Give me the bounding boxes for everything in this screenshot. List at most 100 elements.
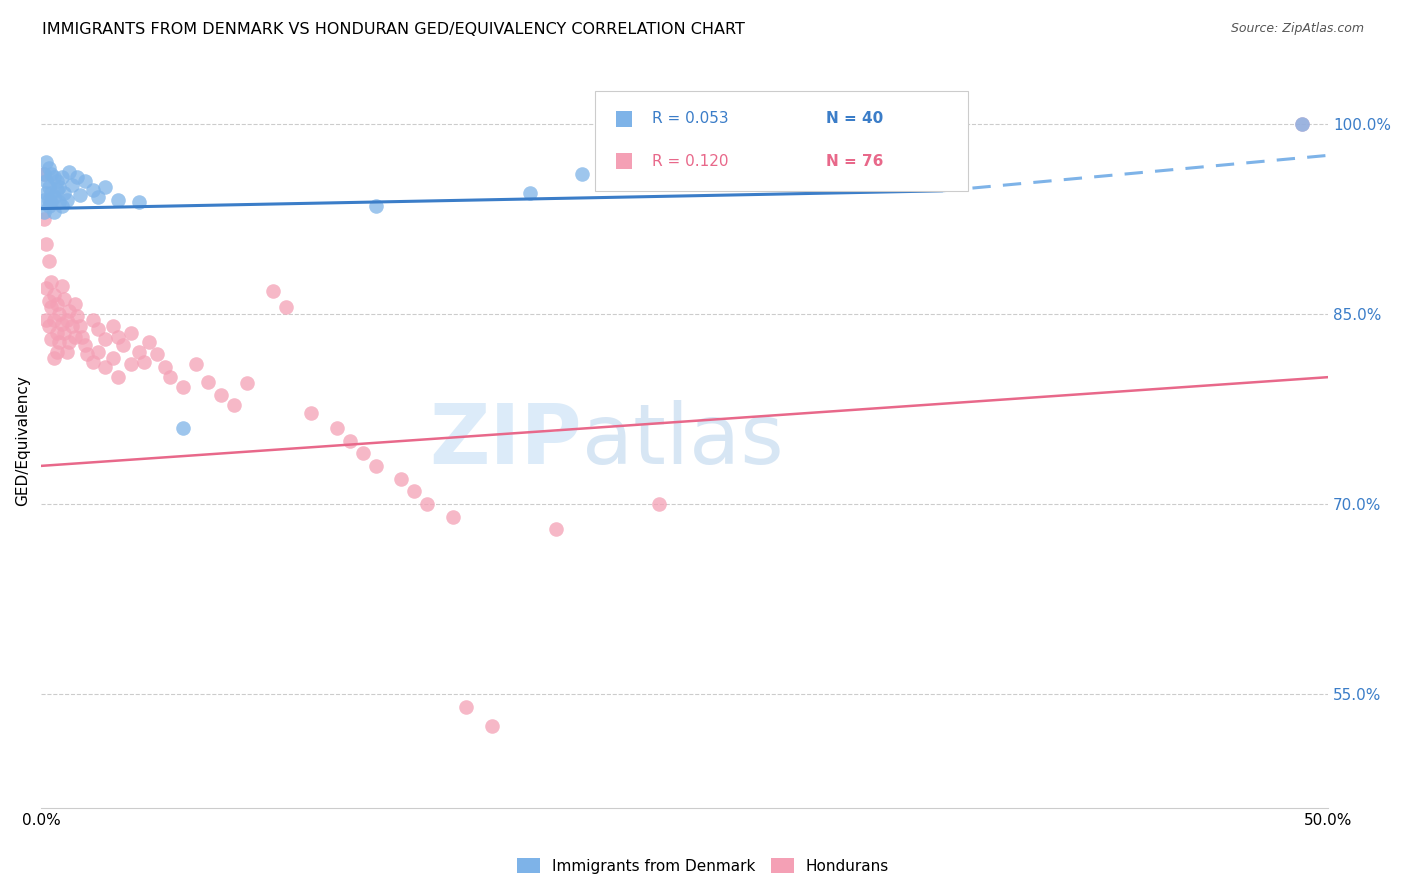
Point (63, 296, 86, 310)
Point (73, 338, 96, 352)
Point (120, 358, 142, 372)
Point (209, 388, 232, 402)
Point (35, 237, 58, 252)
Point (41, 301, 63, 315)
Point (56, 313, 79, 327)
Point (519, 186, 541, 201)
Point (35, 313, 58, 327)
Point (481, 719, 503, 733)
Point (41, 275, 63, 289)
Point (87, 322, 110, 336)
Point (544, 522, 567, 536)
Point (441, 509, 464, 524)
Point (32, 167, 55, 181)
Point (42, 351, 65, 366)
Point (41, 195, 63, 210)
Text: R = 0.120: R = 0.120 (652, 153, 728, 169)
Point (51, 279, 73, 293)
Point (236, 376, 259, 391)
Point (51, 317, 73, 331)
Point (73, 174, 96, 188)
Point (146, 347, 169, 361)
Point (128, 344, 150, 359)
Point (391, 471, 413, 485)
Point (42, 205, 65, 219)
Text: Source: ZipAtlas.com: Source: ZipAtlas.com (1230, 22, 1364, 36)
Point (76, 347, 98, 361)
Point (197, 376, 219, 390)
Point (571, 167, 593, 181)
Point (56, 344, 79, 359)
Point (352, 446, 374, 460)
Point (153, 359, 176, 374)
Point (94, 180, 117, 194)
Point (454, 699, 477, 714)
Point (82, 355, 104, 369)
Point (87, 190, 110, 204)
Point (41, 167, 63, 181)
Point (38, 199, 60, 213)
Point (184, 358, 207, 372)
Point (103, 319, 125, 334)
Point (32, 193, 55, 207)
Point (53, 292, 76, 306)
Point (60, 178, 83, 192)
Point (128, 195, 150, 210)
Point (32, 211, 55, 226)
Point (53, 326, 76, 340)
Point (38, 180, 60, 194)
Point (45, 344, 67, 359)
Point (38, 319, 60, 334)
Point (69, 187, 91, 202)
Point (107, 329, 129, 343)
Point (51, 169, 73, 184)
Point (224, 398, 246, 412)
Point (103, 351, 125, 366)
Point (48, 334, 70, 349)
Text: atlas: atlas (582, 400, 783, 481)
Point (63, 329, 86, 343)
Point (35, 154, 58, 169)
Point (41, 186, 63, 201)
Point (58, 304, 80, 318)
Point (66, 169, 89, 184)
Point (94, 359, 117, 374)
Point (69, 319, 91, 334)
Point (56, 193, 79, 207)
Point (53, 186, 76, 201)
Point (58, 334, 80, 349)
Point (82, 313, 104, 327)
Point (38, 294, 60, 309)
Point (262, 284, 284, 298)
Point (32, 205, 55, 219)
Point (45, 174, 67, 188)
Point (120, 326, 142, 340)
Point (172, 380, 194, 394)
Point (42, 313, 65, 327)
Point (364, 458, 387, 473)
Point (138, 334, 160, 349)
Point (38, 253, 60, 268)
Point (326, 421, 349, 435)
Point (132, 355, 155, 369)
Point (42, 190, 65, 204)
Point (35, 174, 58, 188)
Point (41, 332, 63, 346)
Text: N = 40: N = 40 (827, 112, 883, 126)
Point (45, 183, 67, 197)
Point (42, 169, 65, 184)
Point (159, 370, 181, 384)
Point (274, 301, 297, 315)
Point (72, 329, 94, 343)
Point (45, 296, 67, 310)
Y-axis label: GED/Equivalency: GED/Equivalency (15, 376, 30, 506)
Point (48, 307, 70, 321)
Point (112, 338, 135, 352)
FancyBboxPatch shape (595, 91, 967, 191)
Point (416, 497, 439, 511)
Text: ZIP: ZIP (429, 400, 582, 481)
Point (35, 186, 58, 201)
Text: R = 0.053: R = 0.053 (652, 112, 730, 126)
Point (48, 195, 70, 210)
Point (38, 161, 60, 175)
